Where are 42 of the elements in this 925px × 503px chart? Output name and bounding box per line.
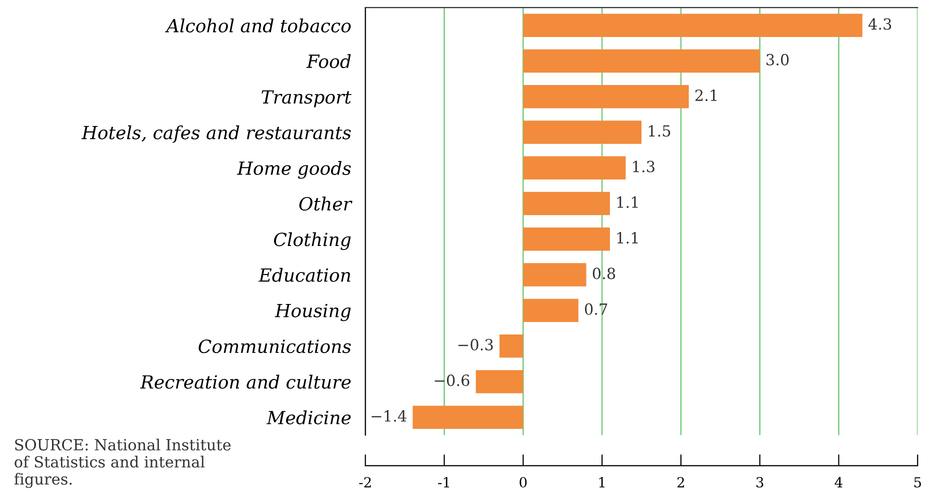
x-tick-label: 2 [677, 477, 684, 488]
data-label: 1.5 [648, 125, 670, 137]
x-tick-label: 5 [914, 477, 921, 488]
bar [523, 49, 760, 73]
x-tick-label: 4 [834, 477, 842, 488]
bar [523, 192, 610, 216]
y-tick-label: Education [258, 268, 350, 282]
bar [523, 156, 626, 180]
y-tick-label: Transport [262, 90, 352, 108]
data-label: 1.1 [617, 196, 638, 208]
x-tick-label: 1 [599, 477, 604, 488]
data-label: −0.3 [458, 338, 493, 350]
x-tick-label: -2 [359, 477, 371, 488]
y-tick-label: Medicine [266, 410, 351, 424]
y-tick-label: Alcohol and tobacco [165, 18, 351, 32]
y-tick-label: Home goods [236, 161, 351, 179]
y-tick-label: Clothing [274, 232, 351, 250]
bar [476, 370, 524, 394]
data-label: −1.4 [372, 410, 406, 422]
bar [523, 85, 689, 108]
bar [523, 14, 862, 37]
bar [523, 263, 586, 286]
data-label: 1.1 [617, 232, 638, 244]
data-label: 3.0 [766, 54, 789, 66]
y-tick-label: Food [306, 54, 351, 68]
data-label: 4.3 [868, 18, 892, 30]
data-label: 2.1 [695, 89, 717, 102]
bar [412, 406, 524, 429]
bar [523, 228, 610, 251]
y-tick-label: Housing [274, 304, 351, 322]
source-note: SOURCE: National Institute of Statistics and internal figures. [14, 438, 231, 488]
y-tick-label: Other [299, 196, 352, 211]
y-tick-label: Hotels, cafes and restaurants [81, 125, 351, 143]
bar [523, 298, 578, 322]
bar [523, 120, 642, 144]
bar [499, 334, 524, 358]
data-label: 1.3 [633, 160, 654, 172]
y-tick-label: Communications [198, 339, 351, 354]
y-tick-label: Recreation and culture [140, 374, 351, 389]
x-tick-label: -1 [438, 477, 450, 488]
x-tick-label: 3 [756, 477, 764, 488]
x-tick-label: 0 [520, 477, 527, 488]
